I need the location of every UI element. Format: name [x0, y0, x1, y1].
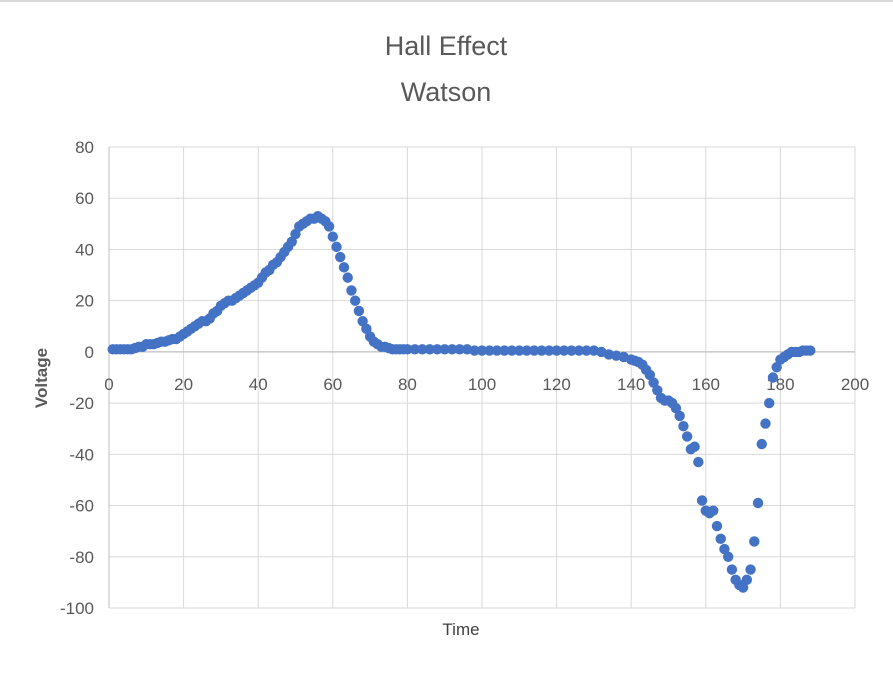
- data-point: [417, 344, 428, 355]
- y-tick-label: 60: [75, 189, 94, 208]
- data-point: [514, 345, 525, 356]
- data-point: [689, 441, 700, 452]
- data-point: [506, 345, 518, 356]
- y-tick-label: -80: [69, 548, 94, 567]
- gridlines: [108, 146, 856, 609]
- data-points: [107, 210, 816, 593]
- data-point: [290, 228, 301, 240]
- x-tick-label: 60: [323, 375, 342, 394]
- y-tick-label: -60: [69, 497, 94, 516]
- x-tick-label: 80: [398, 375, 417, 394]
- data-point: [644, 369, 656, 381]
- data-point: [726, 564, 738, 575]
- data-point: [745, 564, 756, 575]
- data-point: [361, 323, 372, 335]
- data-point: [696, 495, 708, 506]
- data-point: [327, 231, 338, 242]
- data-point: [499, 345, 510, 356]
- data-point: [681, 431, 693, 442]
- data-point: [529, 345, 540, 356]
- data-point: [715, 533, 726, 545]
- x-tick-label: 120: [542, 375, 570, 394]
- chart-title: Hall Effect: [385, 31, 508, 61]
- data-point: [805, 345, 816, 356]
- data-point: [342, 272, 353, 283]
- data-point: [711, 520, 723, 532]
- data-point: [573, 345, 585, 356]
- data-point: [749, 536, 760, 547]
- data-point: [719, 543, 730, 555]
- data-point: [484, 345, 495, 356]
- y-tick-label: -40: [69, 445, 94, 464]
- data-point: [741, 574, 753, 586]
- data-point: [357, 315, 368, 327]
- data-point: [652, 385, 663, 396]
- x-tick-label: 100: [468, 375, 496, 394]
- data-point: [737, 582, 749, 593]
- x-tick-label: 140: [617, 375, 645, 394]
- data-point: [752, 497, 764, 509]
- data-point: [409, 344, 421, 355]
- data-point: [446, 344, 458, 355]
- data-point: [693, 456, 704, 468]
- data-point: [335, 251, 346, 263]
- data-point: [674, 410, 685, 422]
- data-point: [286, 236, 297, 247]
- y-tick-label: -100: [60, 599, 94, 618]
- data-point: [331, 241, 342, 253]
- data-point: [353, 305, 365, 317]
- data-point: [439, 344, 450, 355]
- data-point: [432, 344, 443, 355]
- data-point: [521, 345, 532, 356]
- data-point: [678, 420, 689, 432]
- data-point: [536, 345, 547, 356]
- data-point: [558, 345, 570, 356]
- data-point: [551, 345, 562, 356]
- data-point: [764, 397, 775, 409]
- data-point: [491, 345, 503, 356]
- data-point: [566, 345, 577, 356]
- data-point: [756, 438, 767, 450]
- data-point: [454, 344, 465, 355]
- top-border: [0, 0, 893, 2]
- data-point: [767, 372, 779, 383]
- data-point: [771, 362, 782, 373]
- data-point: [476, 345, 488, 356]
- y-axis-label: Voltage: [32, 348, 51, 408]
- x-tick-label: 200: [841, 375, 869, 394]
- y-tick-label: 0: [85, 343, 94, 362]
- data-point: [760, 418, 771, 429]
- data-point: [349, 295, 361, 306]
- data-point: [338, 262, 350, 273]
- x-tick-label: 40: [249, 375, 268, 394]
- x-tick-label: 160: [692, 375, 720, 394]
- x-axis-label: Time: [442, 620, 479, 639]
- data-point: [670, 403, 682, 414]
- data-point: [402, 344, 413, 355]
- data-point: [648, 377, 659, 388]
- data-point: [424, 344, 435, 355]
- chart-subtitle: Watson: [401, 77, 492, 107]
- data-point: [323, 221, 335, 232]
- data-point: [581, 345, 592, 356]
- data-point: [469, 345, 480, 356]
- y-tick-label: 80: [75, 138, 94, 157]
- y-tick-label: -20: [69, 394, 94, 413]
- y-tick-label: 40: [75, 240, 94, 259]
- data-point: [543, 345, 555, 356]
- x-tick-label: 0: [104, 375, 113, 394]
- data-point: [708, 505, 719, 516]
- tick-labels: 0 20 40 60 80 100 120 140 160 180 200806040200-20-…: [60, 138, 869, 618]
- y-tick-label: 20: [75, 292, 94, 311]
- data-point: [346, 285, 357, 296]
- data-point: [722, 551, 734, 562]
- x-tick-label: 20: [174, 375, 193, 394]
